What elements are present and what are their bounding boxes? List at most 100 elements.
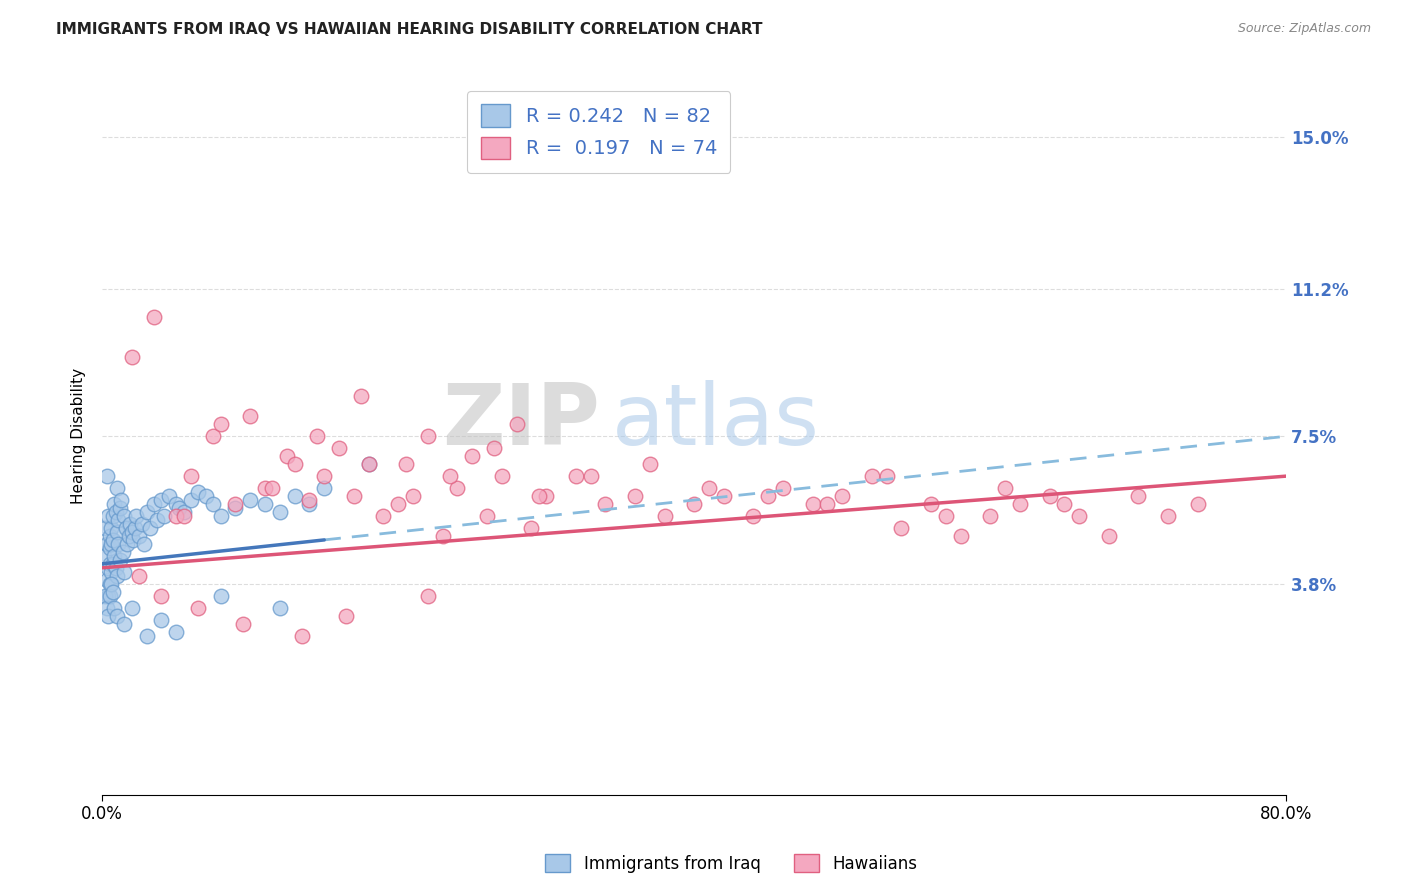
Point — [180, 493, 202, 508]
Point — [110, 493, 132, 508]
Point — [165, 508, 187, 523]
Point — [224, 501, 246, 516]
Point — [97, 508, 120, 523]
Point — [143, 497, 166, 511]
Point — [96, 573, 118, 587]
Point — [98, 529, 121, 543]
Point — [239, 409, 262, 424]
Point — [446, 481, 468, 495]
Point — [416, 589, 439, 603]
Point — [772, 481, 794, 495]
Point — [742, 508, 765, 523]
Point — [93, 549, 115, 563]
Point — [713, 489, 735, 503]
Point — [860, 469, 883, 483]
Point — [157, 489, 180, 503]
Point — [949, 529, 972, 543]
Point — [122, 533, 145, 547]
Point — [187, 600, 209, 615]
Point — [128, 569, 150, 583]
Point — [683, 497, 706, 511]
Legend: Immigrants from Iraq, Hawaiians: Immigrants from Iraq, Hawaiians — [538, 847, 924, 880]
Point — [624, 489, 647, 503]
Point — [112, 616, 135, 631]
Point — [146, 513, 169, 527]
Point — [935, 508, 957, 523]
Point — [105, 569, 128, 583]
Point — [432, 529, 454, 543]
Point — [97, 589, 120, 603]
Point — [101, 584, 124, 599]
Point — [638, 457, 661, 471]
Point — [253, 497, 276, 511]
Point — [475, 508, 498, 523]
Point — [100, 576, 122, 591]
Point — [108, 553, 131, 567]
Point — [101, 557, 124, 571]
Text: atlas: atlas — [612, 380, 820, 464]
Point — [284, 489, 307, 503]
Point — [112, 508, 135, 523]
Point — [187, 485, 209, 500]
Point — [173, 505, 195, 519]
Point — [153, 508, 176, 523]
Point — [135, 629, 157, 643]
Point — [165, 497, 187, 511]
Point — [224, 497, 246, 511]
Point — [117, 537, 139, 551]
Point — [150, 613, 173, 627]
Point — [654, 508, 676, 523]
Point — [262, 481, 284, 495]
Point — [96, 537, 118, 551]
Point — [101, 533, 124, 547]
Point — [96, 600, 118, 615]
Point — [115, 521, 138, 535]
Point — [979, 508, 1001, 523]
Point — [350, 389, 373, 403]
Point — [328, 441, 350, 455]
Point — [1038, 489, 1060, 503]
Point — [100, 565, 122, 579]
Point — [402, 489, 425, 503]
Point — [579, 469, 602, 483]
Point — [100, 537, 122, 551]
Point — [387, 497, 409, 511]
Point — [138, 521, 160, 535]
Point — [1069, 508, 1091, 523]
Point — [165, 624, 187, 639]
Point — [305, 429, 328, 443]
Point — [276, 449, 298, 463]
Point — [1008, 497, 1031, 511]
Point — [595, 497, 617, 511]
Point — [253, 481, 276, 495]
Point — [105, 524, 128, 539]
Y-axis label: Hearing Disability: Hearing Disability — [72, 368, 86, 504]
Point — [112, 565, 135, 579]
Point — [314, 481, 336, 495]
Point — [491, 469, 513, 483]
Point — [150, 493, 173, 508]
Point — [994, 481, 1017, 495]
Point — [118, 529, 141, 543]
Point — [1098, 529, 1121, 543]
Point — [104, 561, 127, 575]
Point — [527, 489, 550, 503]
Point — [131, 516, 153, 531]
Point — [876, 469, 898, 483]
Point — [697, 481, 720, 495]
Point — [121, 350, 143, 364]
Point — [209, 589, 232, 603]
Point — [1053, 497, 1076, 511]
Point — [395, 457, 418, 471]
Point — [135, 505, 157, 519]
Point — [143, 310, 166, 324]
Point — [756, 489, 779, 503]
Point — [357, 457, 380, 471]
Point — [120, 516, 142, 531]
Point — [97, 561, 120, 575]
Point — [100, 521, 122, 535]
Point — [416, 429, 439, 443]
Point — [107, 537, 129, 551]
Point — [801, 497, 824, 511]
Point — [132, 537, 155, 551]
